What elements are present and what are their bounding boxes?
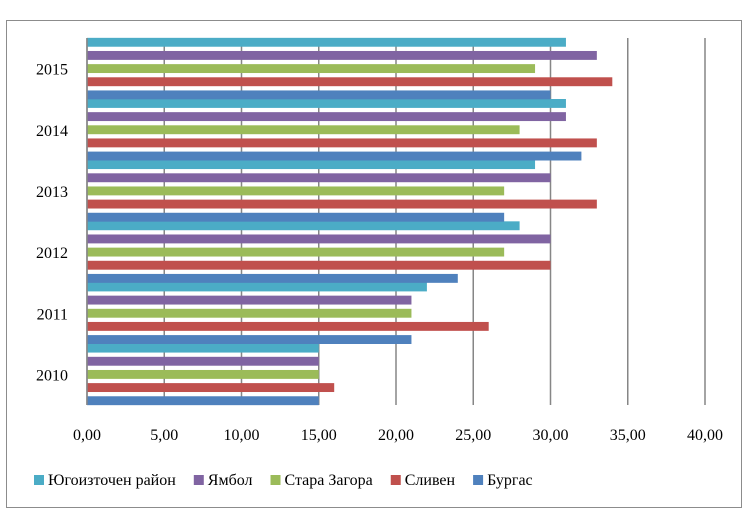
y-tick-label: 2013 bbox=[36, 184, 68, 201]
legend-swatch bbox=[34, 475, 44, 485]
legend-item: Сливен bbox=[390, 472, 456, 489]
bar bbox=[87, 112, 566, 122]
x-tick-label: 5,00 bbox=[150, 427, 178, 444]
y-tick-label: 2011 bbox=[37, 306, 68, 323]
legend-swatch bbox=[390, 475, 401, 485]
bar bbox=[87, 273, 458, 283]
bar bbox=[87, 151, 582, 161]
bar bbox=[87, 37, 566, 47]
bar bbox=[87, 282, 427, 292]
bar bbox=[87, 234, 551, 244]
bar bbox=[87, 125, 520, 135]
x-tick-label: 15,00 bbox=[301, 427, 337, 444]
y-tick-label: 2014 bbox=[36, 123, 68, 140]
legend-swatch bbox=[473, 475, 484, 485]
bar bbox=[87, 343, 319, 353]
x-tick-label: 40,00 bbox=[687, 427, 723, 444]
bar bbox=[87, 260, 551, 270]
bar bbox=[87, 247, 505, 257]
x-tick-label: 20,00 bbox=[378, 427, 414, 444]
y-tick-label: 2010 bbox=[36, 367, 68, 384]
legend-item: Бургас bbox=[473, 472, 533, 489]
legend-label: Сливен bbox=[405, 472, 456, 489]
legend-item: Стара Загора bbox=[270, 472, 373, 489]
bar bbox=[87, 99, 566, 108]
y-tick-label: 2012 bbox=[36, 245, 68, 262]
legend-item: Ямбол bbox=[193, 472, 253, 489]
x-tick-label: 25,00 bbox=[455, 427, 491, 444]
bar bbox=[87, 308, 412, 318]
x-tick-label: 30,00 bbox=[533, 427, 569, 444]
bar bbox=[87, 295, 412, 305]
bar bbox=[87, 90, 551, 100]
x-tick-label: 10,00 bbox=[224, 427, 260, 444]
legend-item: Югоизточен район bbox=[34, 472, 176, 489]
bar bbox=[87, 335, 412, 344]
legend-label: Бургас bbox=[487, 472, 533, 489]
bars bbox=[87, 37, 613, 406]
bar bbox=[87, 221, 520, 231]
bar bbox=[87, 321, 489, 331]
bar bbox=[87, 77, 613, 87]
bar bbox=[87, 396, 319, 406]
bar bbox=[87, 383, 335, 393]
x-tick-label: 35,00 bbox=[610, 427, 646, 444]
y-tick-label: 2015 bbox=[36, 62, 68, 79]
legend: Югоизточен район Ямбол Стара Загора Сливен Б… bbox=[34, 472, 533, 489]
legend-label: Стара Загора bbox=[285, 472, 373, 489]
bar bbox=[87, 199, 597, 209]
bar bbox=[87, 212, 505, 222]
axis-labels: 0,00 5,00 10,00 15,00 20,00 25,00 30,00 35,00 40… bbox=[36, 38, 723, 444]
bar bbox=[87, 160, 536, 170]
bar bbox=[87, 64, 536, 74]
x-tick-label: 0,00 bbox=[73, 427, 101, 444]
legend-label: Югоизточен район bbox=[48, 472, 176, 489]
bar bbox=[87, 50, 597, 60]
bar bbox=[87, 186, 505, 196]
legend-swatch bbox=[270, 475, 281, 485]
legend-label: Ямбол bbox=[208, 472, 253, 489]
bar bbox=[87, 173, 551, 183]
bar bbox=[87, 138, 597, 148]
legend-swatch bbox=[193, 475, 204, 485]
bar bbox=[87, 356, 319, 366]
bar bbox=[87, 369, 319, 379]
